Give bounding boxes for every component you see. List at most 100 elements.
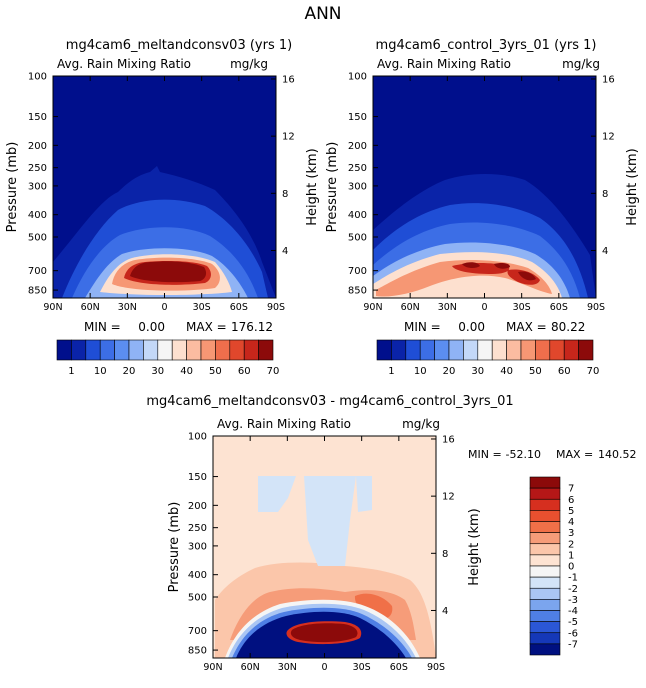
colorbar-label: 5 (568, 506, 574, 517)
y2-tick-label: 4 (282, 246, 288, 257)
x-tick-label: 30N (118, 302, 137, 313)
y2-tick-label: 8 (442, 549, 448, 560)
colorbar-swatch (578, 339, 594, 361)
x-tick-label: 90S (267, 302, 285, 313)
panel-3-title: mg4cam6_meltandconsv03 - mg4cam6_control… (146, 394, 513, 409)
panel-1-min-value: 0.00 (138, 320, 165, 334)
colorbar-label: 20 (443, 366, 456, 377)
x-tick-label: 0 (481, 302, 487, 313)
colorbar-label: 40 (180, 366, 193, 377)
colorbar-swatch (200, 339, 216, 361)
colorbar-label: 1 (388, 366, 394, 377)
panel-3-positive-core-2 (290, 623, 358, 643)
panel-2-max-label: MAX = (506, 320, 547, 334)
colorbar-swatch (529, 554, 561, 567)
x-tick-label: 90N (203, 662, 222, 673)
y-tick-label: 300 (188, 541, 207, 552)
colorbar-swatch (71, 339, 87, 361)
colorbar-swatch (186, 339, 202, 361)
colorbar-label: 2 (568, 539, 574, 550)
colorbar-label: 10 (414, 366, 427, 377)
panel-1-y2-axis-title: Height (km) (305, 148, 320, 225)
colorbar-swatch (99, 339, 115, 361)
y-tick-label: 250 (348, 163, 367, 174)
colorbar-label: 6 (568, 495, 574, 506)
colorbar-label: 7 (568, 484, 574, 495)
colorbar-swatch (535, 339, 551, 361)
panel-3: mg4cam6_meltandconsv03 - mg4cam6_control… (146, 394, 636, 673)
colorbar-label: 3 (568, 528, 574, 539)
colorbar-swatch (529, 565, 561, 578)
colorbar-swatch (128, 339, 144, 361)
colorbar-label: 40 (500, 366, 513, 377)
colorbar-label: -7 (568, 639, 578, 650)
panel-1-contour-field (53, 166, 276, 298)
colorbar-label: 4 (568, 517, 574, 528)
colorbar-swatch (56, 339, 72, 361)
colorbar-swatch (243, 339, 259, 361)
panel-3-y2-axis-title: Height (km) (467, 508, 482, 585)
x-tick-label: 60S (230, 302, 248, 313)
y-tick-label: 700 (348, 266, 367, 277)
x-tick-label: 30S (513, 302, 531, 313)
y2-tick-label: 12 (442, 492, 455, 503)
y-tick-label: 700 (188, 626, 207, 637)
colorbar-swatch (529, 632, 561, 645)
colorbar-swatch (529, 476, 561, 489)
panel-1-y-axis-title: Pressure (mb) (5, 142, 20, 233)
y-tick-label: 100 (188, 432, 207, 443)
panel-3-variable-label: Avg. Rain Mixing Ratio (217, 417, 351, 431)
y2-tick-label: 16 (282, 74, 295, 85)
colorbar-swatch (143, 339, 159, 361)
colorbar-swatch (491, 339, 507, 361)
colorbar-swatch (114, 339, 130, 361)
colorbar-label: -2 (568, 584, 578, 595)
panel-2-max-value: 80.22 (551, 320, 585, 334)
y2-tick-label: 12 (282, 132, 295, 143)
y2-tick-label: 4 (602, 246, 608, 257)
x-tick-label: 30N (278, 662, 297, 673)
y-tick-label: 150 (28, 112, 47, 123)
colorbar-swatch (529, 521, 561, 533)
colorbar-swatch (376, 339, 392, 361)
colorbar-swatch (529, 532, 561, 545)
panel-3-max-label: MAX = (556, 448, 593, 461)
panel-2-variable-label: Avg. Rain Mixing Ratio (377, 57, 511, 71)
colorbar-swatch (506, 339, 522, 361)
x-tick-label: 60S (550, 302, 568, 313)
panel-1-title: mg4cam6_meltandconsv03 (yrs 1) (66, 38, 292, 53)
colorbar-swatch (529, 498, 561, 511)
colorbar-label: 30 (151, 366, 164, 377)
x-tick-label: 60N (241, 662, 260, 673)
y-tick-label: 300 (348, 181, 367, 192)
colorbar-swatch (215, 339, 231, 361)
y2-tick-label: 8 (282, 189, 288, 200)
panel-3-min-value: -52.10 (506, 448, 541, 461)
x-tick-label: 90S (587, 302, 605, 313)
colorbar-label: 30 (471, 366, 484, 377)
x-tick-label: 90S (427, 662, 445, 673)
x-tick-label: 30S (353, 662, 371, 673)
colorbar-label: -6 (568, 628, 578, 639)
x-tick-label: 30S (193, 302, 211, 313)
panel-2-contour-level-7 (452, 263, 540, 285)
y-tick-label: 850 (348, 286, 367, 297)
colorbar-swatch (529, 587, 561, 600)
panel-2-y2-axis-title: Height (km) (625, 148, 640, 225)
colorbar-swatch (85, 339, 101, 361)
colorbar-swatch (529, 510, 561, 522)
y-tick-label: 100 (28, 72, 47, 83)
colorbar-label: 70 (587, 366, 600, 377)
y-tick-label: 400 (28, 210, 47, 221)
x-tick-label: 90N (43, 302, 62, 313)
colorbar-swatch (529, 621, 561, 634)
colorbar-swatch (171, 339, 187, 361)
y-tick-label: 500 (348, 233, 367, 244)
panel-2-colorbar: 1 10 20 30 40 50 60 70 (376, 339, 600, 377)
y-tick-label: 400 (348, 210, 367, 221)
x-tick-label: 30N (438, 302, 457, 313)
x-tick-label: 60S (390, 662, 408, 673)
colorbar-swatch (463, 339, 479, 361)
panel-1-max-label: MAX = (186, 320, 227, 334)
